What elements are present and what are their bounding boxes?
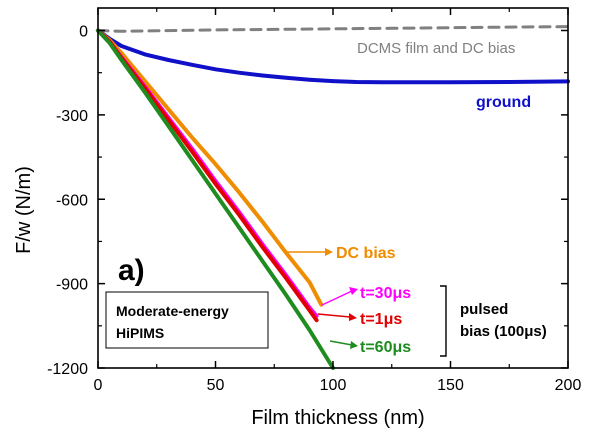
x-axis-label: Film thickness (nm) — [251, 407, 424, 429]
arrowhead-t1 — [349, 313, 357, 321]
x-tick-label: 50 — [207, 377, 225, 394]
x-tick-label: 100 — [320, 377, 347, 394]
arrow-t60 — [329, 340, 353, 346]
label-dcms: DCMS film and DC bias — [357, 40, 515, 57]
series-line-2 — [96, 28, 324, 307]
pulsed-label-line2: bias (100μs) — [460, 323, 547, 340]
label-dcbias: DC bias — [336, 245, 396, 262]
y-axis-label: F/w (N/m) — [13, 166, 35, 254]
legend-box-line1: Moderate-energy — [116, 303, 229, 319]
arrow-t30 — [321, 290, 353, 306]
series-line-5 — [96, 28, 335, 370]
y-tick-label: 0 — [79, 24, 88, 41]
series-line-1 — [96, 28, 570, 85]
pulsed-bracket — [440, 285, 447, 357]
label-t30: t=30μs — [360, 285, 411, 302]
arrow-t1 — [317, 313, 351, 318]
y-tick-label: -300 — [56, 108, 88, 125]
x-tick-label: 150 — [437, 377, 464, 394]
label-t60: t=60μs — [360, 339, 411, 356]
arrowhead-dcbias — [325, 248, 333, 256]
legend-box: Moderate-energy HiPIMS — [105, 291, 269, 349]
series-line-0 — [96, 25, 570, 33]
pulsed-label-line1: pulsed — [460, 301, 508, 318]
arrowhead-t60 — [350, 341, 358, 349]
legend-box-line2: HiPIMS — [116, 325, 164, 341]
y-tick-label: -1200 — [47, 361, 88, 378]
panel-label: a) — [118, 254, 145, 287]
x-tick-label: 0 — [94, 377, 103, 394]
y-tick-label: -600 — [56, 192, 88, 209]
label-t1: t=1μs — [360, 311, 402, 328]
series-layer — [96, 25, 570, 370]
label-ground: ground — [476, 94, 531, 111]
ticks-layer: 0 50 100 150 200 0 -300 -600 -900 -1200 — [47, 8, 581, 394]
y-tick-label: -900 — [56, 277, 88, 294]
legend-box-frame — [105, 291, 269, 349]
x-tick-label: 200 — [555, 377, 582, 394]
arrowhead-t30 — [349, 287, 358, 295]
